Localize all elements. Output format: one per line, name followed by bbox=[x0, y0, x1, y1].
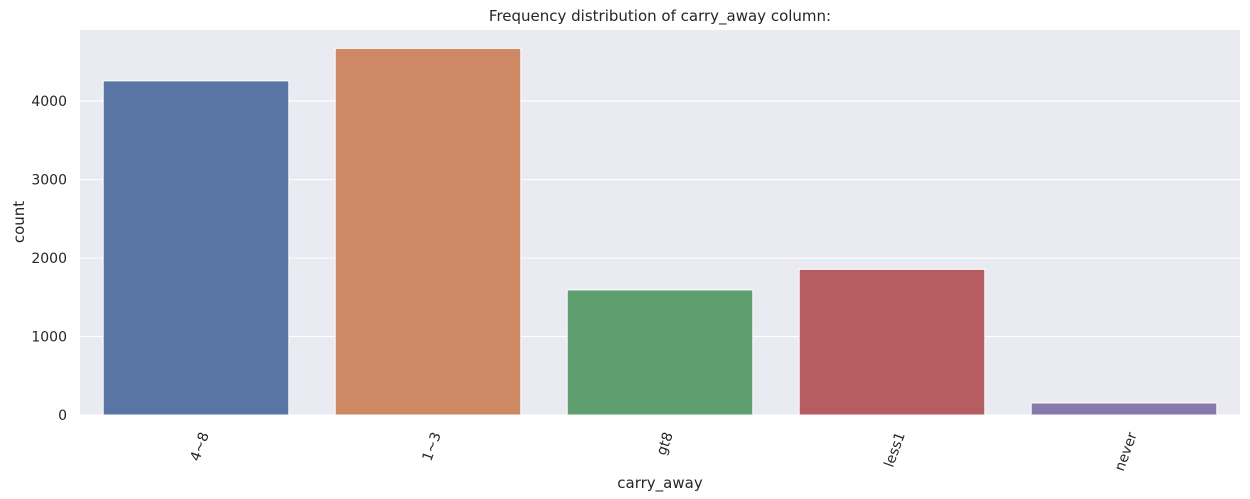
x-tick-label-1~3: 1~3 bbox=[420, 430, 445, 463]
y-axis-label: count bbox=[10, 201, 28, 243]
y-tick-label-3000: 3000 bbox=[31, 173, 67, 189]
y-tick-label-4000: 4000 bbox=[31, 94, 67, 110]
x-tick-label-4~8: 4~8 bbox=[188, 430, 213, 463]
x-tick-label-gt8: gt8 bbox=[654, 430, 677, 457]
bars bbox=[102, 47, 1218, 416]
bar-never bbox=[1030, 402, 1218, 416]
y-axis-ticks: 0 1000 2000 3000 4000 bbox=[31, 94, 67, 424]
x-axis-label: carry_away bbox=[617, 474, 703, 493]
x-axis-ticks: 4~8 1~3 gt8 less1 never bbox=[188, 430, 1141, 473]
bar-gt8 bbox=[566, 289, 754, 416]
x-tick-label-never: never bbox=[1112, 430, 1141, 473]
x-tick-label-less1: less1 bbox=[881, 430, 908, 469]
y-tick-label-0: 0 bbox=[58, 408, 67, 424]
y-tick-label-2000: 2000 bbox=[31, 251, 67, 267]
bar-4~8 bbox=[102, 80, 290, 416]
chart-title: Frequency distribution of carry_away col… bbox=[489, 7, 831, 26]
bar-less1 bbox=[798, 268, 986, 416]
y-tick-label-1000: 1000 bbox=[31, 330, 67, 346]
bar-1~3 bbox=[334, 47, 522, 416]
